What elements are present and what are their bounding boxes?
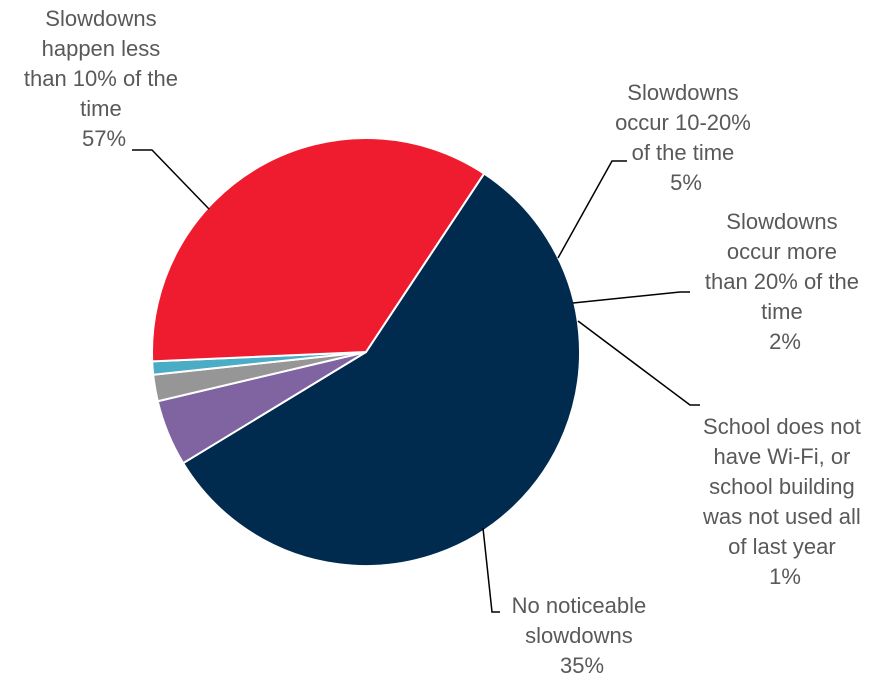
slice-label-10-20: Slowdowns occur 10-20% of the time 5%	[615, 80, 757, 195]
leader-line-10-20	[557, 160, 627, 259]
slice-label-more-than-20: Slowdowns occur more than 20% of the tim…	[705, 209, 865, 354]
slice-value-no-slowdowns: 35%	[560, 653, 604, 678]
slice-less-than-10	[181, 172, 581, 568]
leader-line-no-slowdowns	[482, 527, 500, 613]
leader-line-no-wifi	[577, 320, 700, 406]
slice-value-less-than-10: 57%	[82, 126, 126, 151]
slice-labels: Slowdowns happen less than 10% of the ti…	[24, 6, 867, 678]
leader-line-less-than-10	[132, 149, 210, 210]
slice-value-no-wifi: 1%	[769, 564, 801, 589]
slice-label-no-slowdowns: No noticeable slowdowns 35%	[512, 593, 653, 678]
leader-lines	[132, 149, 700, 613]
slice-label-no-wifi: School does not have Wi-Fi, or school bu…	[702, 414, 867, 589]
slice-value-10-20: 5%	[670, 170, 702, 195]
leader-line-more-than-20	[572, 291, 690, 304]
slice-value-more-than-20: 2%	[769, 329, 801, 354]
slice-no-slowdowns	[151, 137, 486, 363]
slice-label-less-than-10: Slowdowns happen less than 10% of the ti…	[24, 6, 184, 151]
pie-slices	[151, 137, 581, 568]
